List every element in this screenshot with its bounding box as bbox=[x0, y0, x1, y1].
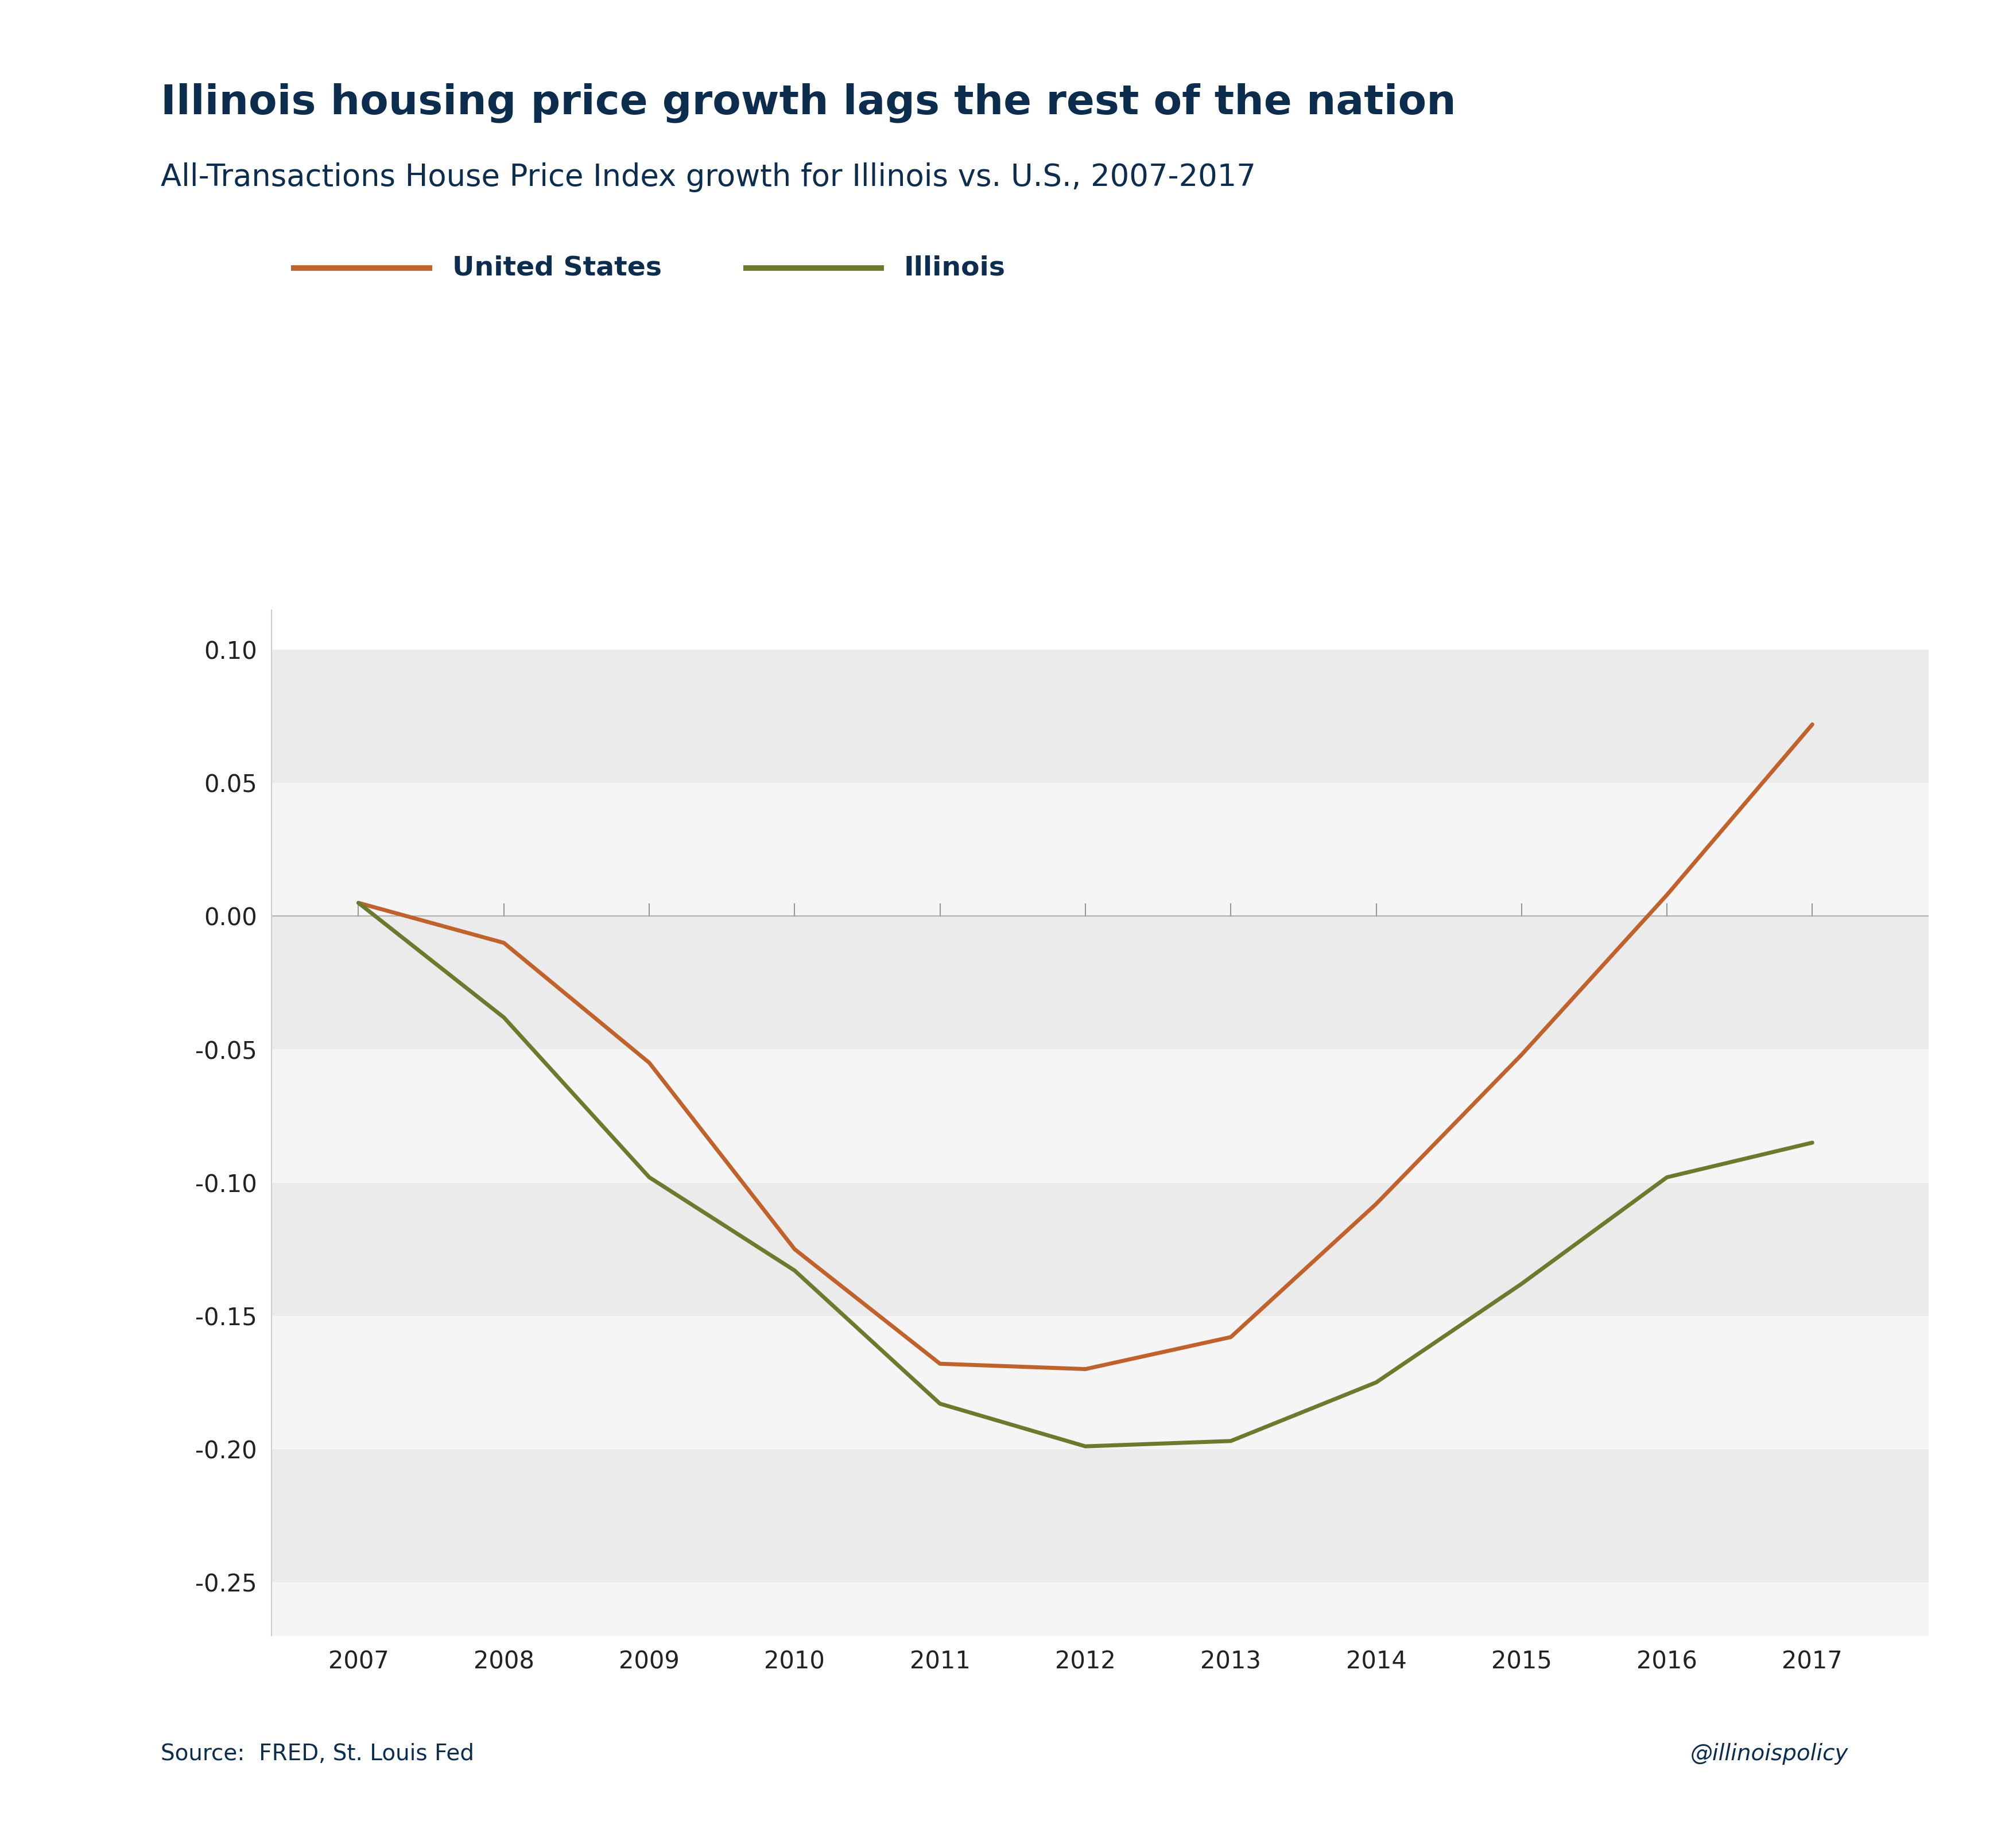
Bar bbox=[271, 917, 1929, 1050]
Text: Illinois housing price growth lags the rest of the nation: Illinois housing price growth lags the r… bbox=[161, 83, 1457, 124]
Text: @illinoispolicy: @illinoispolicy bbox=[1690, 1743, 1848, 1765]
Bar bbox=[271, 1183, 1929, 1316]
Text: All-Transactions House Price Index growth for Illinois vs. U.S., 2007-2017: All-Transactions House Price Index growt… bbox=[161, 163, 1256, 192]
Text: Illinois: Illinois bbox=[904, 255, 1007, 281]
Bar bbox=[271, 1582, 1929, 1635]
Bar bbox=[271, 1449, 1929, 1582]
Bar bbox=[271, 1050, 1929, 1183]
Bar bbox=[271, 1316, 1929, 1449]
Text: United States: United States bbox=[452, 255, 661, 281]
Text: Source:  FRED, St. Louis Fed: Source: FRED, St. Louis Fed bbox=[161, 1743, 474, 1765]
Bar bbox=[271, 650, 1929, 784]
Bar bbox=[271, 784, 1929, 917]
